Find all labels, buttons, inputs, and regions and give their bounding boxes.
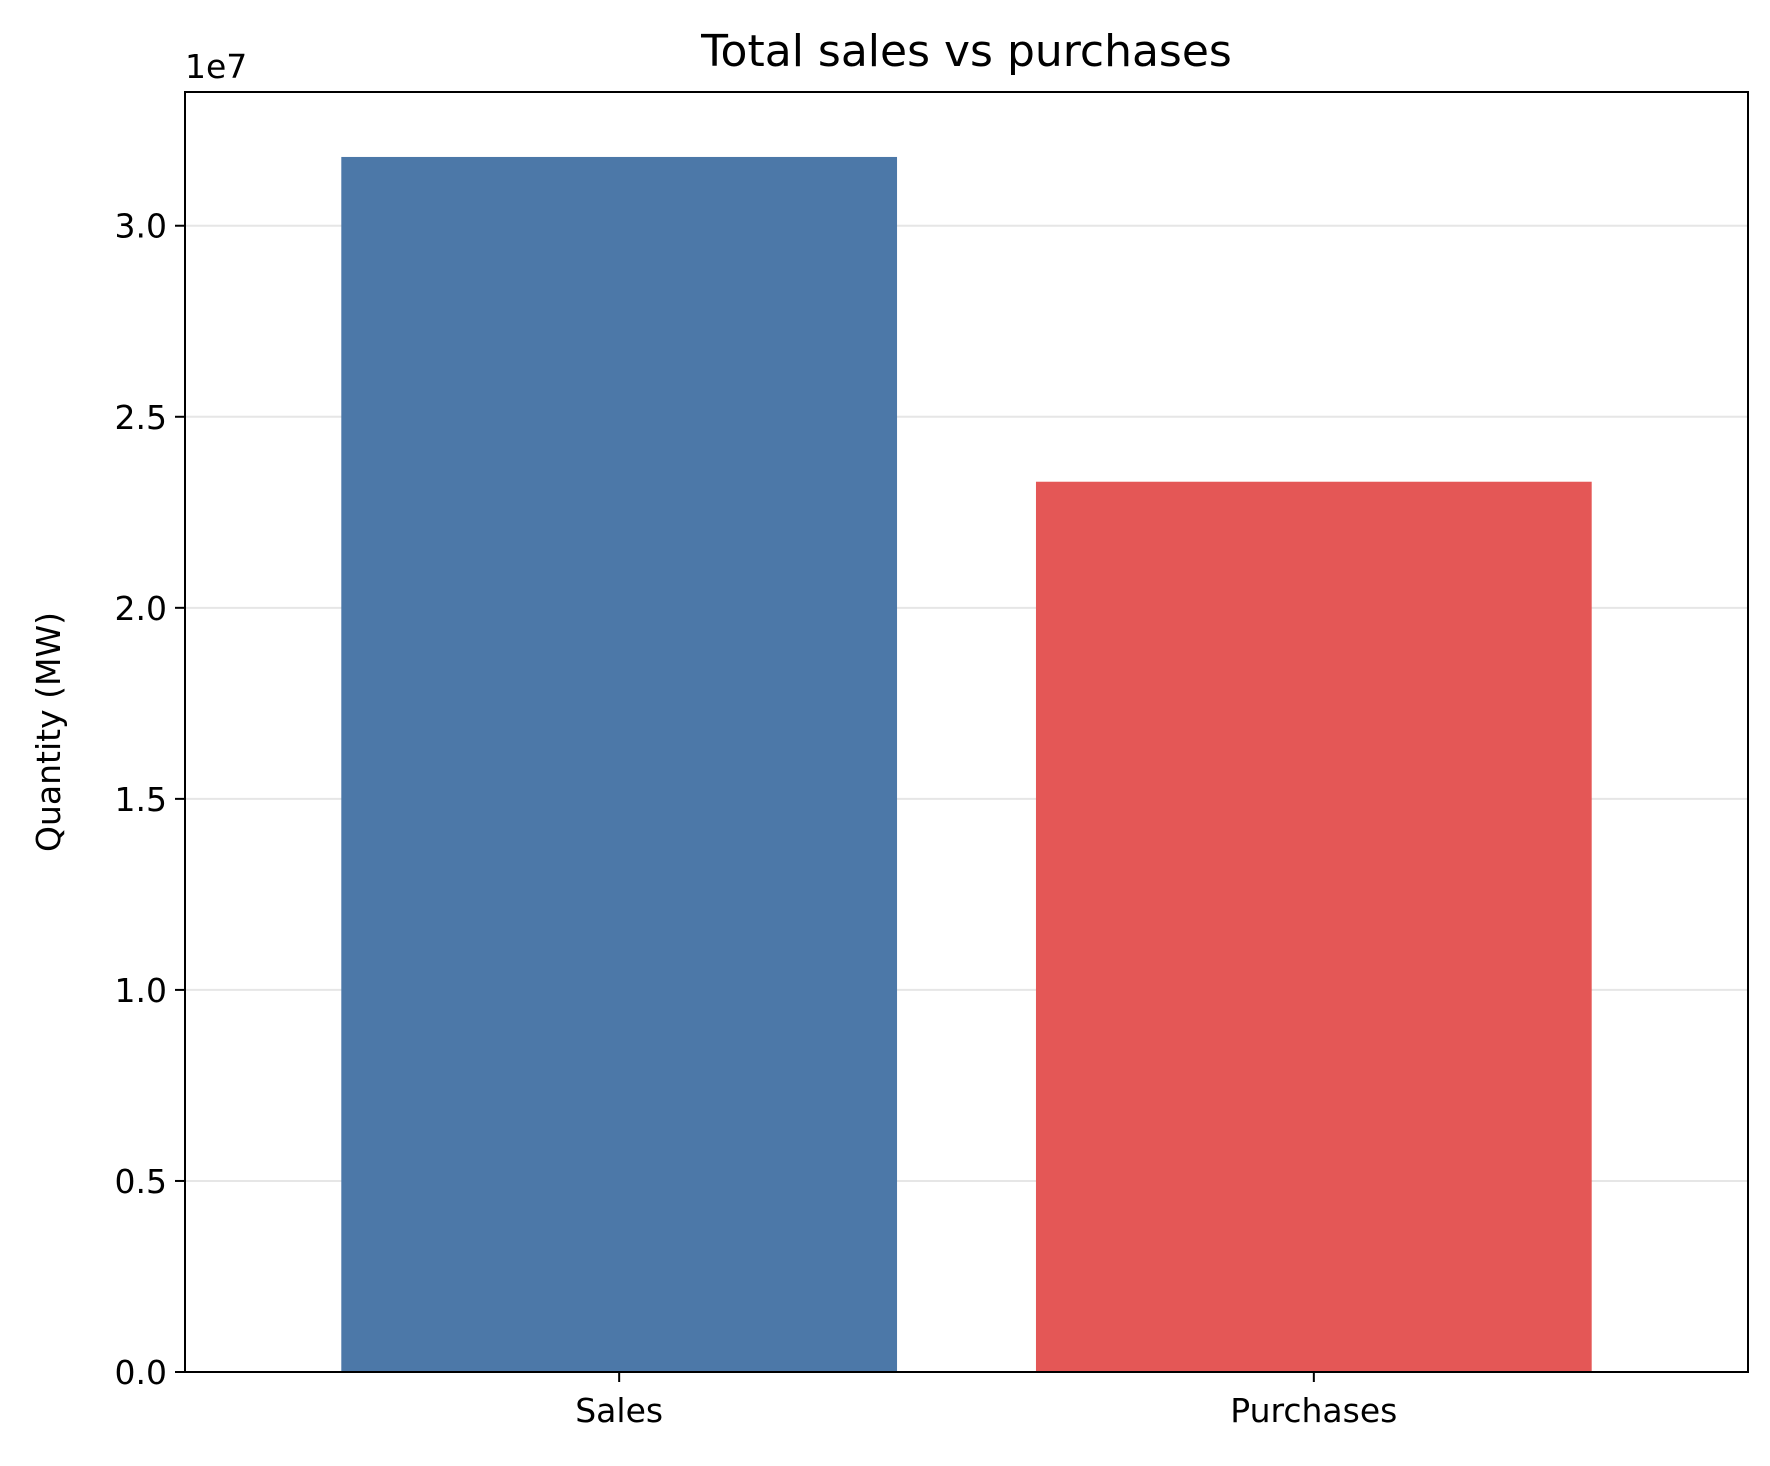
y-tick-label: 3.0 [115, 207, 167, 246]
bars [341, 156, 1592, 1373]
y-tick-label: 0.5 [115, 1162, 167, 1201]
bar-purchases [1035, 481, 1592, 1373]
y-axis-ticks: 0.0 0.5 1.0 1.5 2.0 2.5 3.0 [115, 207, 185, 1392]
y-tick-label: 1.5 [115, 780, 167, 819]
x-tick-label: Sales [575, 1391, 663, 1430]
y-axis-offset-label: 1e7 [185, 47, 247, 86]
chart-title: Total sales vs purchases [700, 26, 1232, 77]
x-axis-ticks: Sales Purchases [575, 1372, 1397, 1430]
y-tick-label: 1.0 [115, 971, 167, 1010]
y-tick-label: 2.0 [115, 589, 167, 628]
y-tick-label: 2.5 [115, 398, 167, 437]
plot-frame [184, 91, 1749, 1373]
x-tick-label: Purchases [1230, 1391, 1397, 1430]
bar-sales [341, 156, 898, 1373]
y-axis-label: Quantity (MW) [29, 612, 68, 852]
y-tick-label: 0.0 [115, 1353, 167, 1392]
